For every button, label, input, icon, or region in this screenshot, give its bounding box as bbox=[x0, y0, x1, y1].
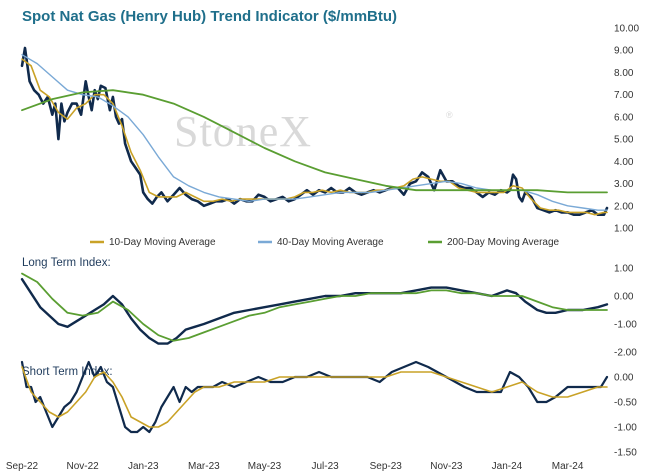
y-tick-label: 0.00 bbox=[614, 292, 634, 303]
short-term-index-label: Short Term Index: bbox=[22, 366, 113, 378]
x-tick-label: Jan-24 bbox=[492, 461, 523, 472]
y-tick-label: 6.00 bbox=[614, 112, 634, 123]
y-tick-label: 4.00 bbox=[614, 157, 634, 168]
x-axis: Sep-22 Nov-22 Jan-23 Mar-23 May-23 Jul-23 Sep-… bbox=[6, 461, 584, 472]
x-tick-label: Mar-23 bbox=[188, 461, 220, 472]
y-tick-label: 1.00 bbox=[614, 264, 634, 275]
x-tick-label: May-23 bbox=[248, 461, 282, 472]
y-tick-label: -1.00 bbox=[614, 423, 637, 434]
y-tick-label: 7.00 bbox=[614, 90, 634, 101]
legend-label-ma10: 10-Day Moving Average bbox=[109, 237, 216, 248]
panel-1: 10.00 9.00 8.00 7.00 6.00 5.00 4.00 3.00 2.00 1.0… bbox=[20, 24, 639, 235]
watermark-registered-mark: ® bbox=[446, 110, 453, 120]
x-tick-label: Jan-23 bbox=[128, 461, 159, 472]
x-tick-label: Sep-22 bbox=[6, 461, 39, 472]
panel-2: 1.00 0.00 -1.00 -2.00 bbox=[20, 264, 637, 359]
y-tick-label: 3.00 bbox=[614, 179, 634, 190]
x-tick-label: Nov-23 bbox=[430, 461, 463, 472]
y-tick-label: 1.00 bbox=[614, 224, 634, 235]
y-tick-label: 5.00 bbox=[614, 135, 634, 146]
x-tick-label: Jul-23 bbox=[311, 461, 339, 472]
y-tick-label: 2.00 bbox=[614, 201, 634, 212]
chart-title: Spot Nat Gas (Henry Hub) Trend Indicator… bbox=[22, 8, 397, 25]
series-line-ma10 bbox=[21, 58, 608, 216]
x-tick-label: Nov-22 bbox=[66, 461, 99, 472]
x-tick-label: Sep-23 bbox=[370, 461, 403, 472]
y-tick-label: -2.00 bbox=[614, 348, 637, 359]
y-tick-label: 0.00 bbox=[614, 373, 634, 384]
y-tick-label: -1.00 bbox=[614, 320, 637, 331]
y-tick-label: 10.00 bbox=[614, 24, 639, 35]
legend-label-ma200: 200-Day Moving Average bbox=[447, 237, 560, 248]
x-tick-label: Mar-24 bbox=[552, 461, 584, 472]
y-tick-label: -0.50 bbox=[614, 398, 637, 409]
series-line-ma200 bbox=[21, 89, 608, 194]
y-tick-label: 8.00 bbox=[614, 68, 634, 79]
y-tick-label: -1.50 bbox=[614, 448, 637, 459]
series-line-short_signal bbox=[21, 366, 608, 428]
legend-label-ma40: 40-Day Moving Average bbox=[277, 237, 384, 248]
series-line-long_index bbox=[20, 278, 609, 345]
long-term-index-label: Long Term Index: bbox=[22, 257, 111, 269]
panel-3: 0.00 -0.50 -1.00 -1.50 bbox=[20, 360, 637, 459]
series-line-short_index bbox=[20, 360, 609, 434]
chart-panels: 10.00 9.00 8.00 7.00 6.00 5.00 4.00 3.00 2.00 1.0… bbox=[20, 24, 639, 459]
legend: 10-Day Moving Average 40-Day Moving Aver… bbox=[90, 237, 560, 248]
y-tick-label: 9.00 bbox=[614, 46, 634, 57]
watermark-logo-text: StoneX bbox=[174, 107, 312, 156]
series-line-long_signal bbox=[21, 272, 608, 342]
